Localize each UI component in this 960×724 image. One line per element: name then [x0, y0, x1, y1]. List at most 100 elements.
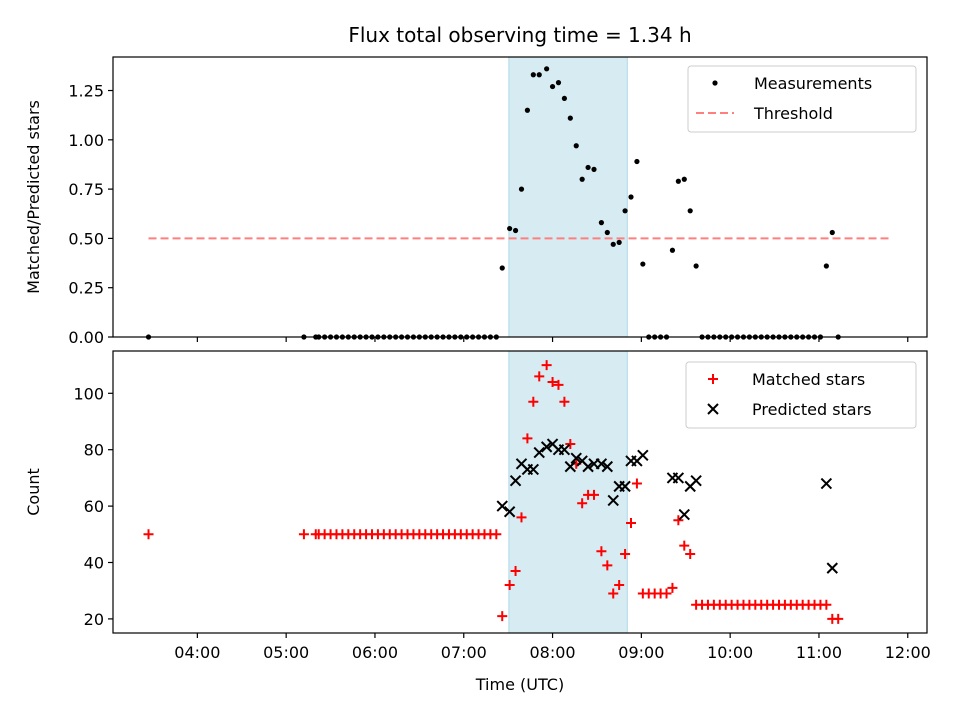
legend-label: Matched stars	[752, 370, 865, 389]
data-point	[614, 580, 625, 591]
y-tick-label: 100	[73, 384, 104, 403]
series-matched-stars	[143, 360, 844, 624]
x-tick-label: 11:00	[796, 643, 842, 662]
y-tick-label: 0.75	[68, 180, 104, 199]
y-tick-label: 40	[84, 554, 104, 573]
data-point	[595, 458, 608, 470]
legend-label: Predicted stars	[752, 400, 872, 419]
highlight-span	[508, 56, 628, 338]
x-tick-label: 04:00	[174, 643, 220, 662]
data-point	[823, 263, 829, 269]
data-point	[582, 460, 594, 473]
data-point	[564, 460, 577, 473]
data-point	[573, 143, 579, 149]
data-point	[510, 565, 521, 576]
y-tick-label: 1.25	[68, 82, 104, 101]
data-point	[528, 396, 539, 407]
data-point	[687, 208, 693, 214]
data-point	[577, 498, 588, 509]
data-point	[598, 220, 605, 226]
legend-label: Measurements	[754, 74, 872, 93]
data-point	[596, 546, 607, 557]
legend-label: Threshold	[753, 104, 833, 123]
legend-dot-swatch	[712, 80, 718, 86]
data-point	[549, 83, 556, 90]
data-point	[628, 194, 634, 200]
data-point	[604, 229, 610, 236]
y-axis-label: Matched/Predicted stars	[24, 100, 43, 294]
measurements-panel: 0.00 0.25 0.50 0.75 1.00 1.25 Matched/Predicte…	[24, 56, 928, 347]
data-point	[619, 480, 631, 493]
data-point	[640, 261, 646, 267]
data-point	[536, 72, 542, 78]
x-axis-label: Time (UTC)	[475, 675, 564, 694]
data-point	[616, 239, 622, 245]
data-point	[669, 247, 676, 253]
y-tick-label: 0.00	[68, 328, 104, 347]
plot-frame	[112, 350, 928, 634]
data-point	[558, 443, 571, 456]
data-point	[570, 452, 582, 464]
data-point	[522, 433, 533, 444]
data-point	[561, 95, 568, 102]
data-point	[681, 176, 687, 182]
legend-box	[685, 361, 917, 429]
data-point	[497, 611, 508, 622]
data-point	[672, 472, 685, 484]
data-point	[579, 176, 585, 182]
data-point	[631, 478, 642, 489]
x-tick-label: 10:00	[707, 643, 753, 662]
data-point	[499, 265, 505, 271]
data-point	[693, 263, 699, 269]
legend: Measurements Threshold	[687, 65, 917, 133]
data-point	[675, 178, 681, 184]
highlight-span	[508, 350, 628, 634]
data-point	[673, 515, 684, 526]
data-point	[622, 208, 628, 214]
x-tick-label: 07:00	[441, 643, 487, 662]
data-point	[585, 164, 591, 171]
y-tick-label: 20	[84, 610, 104, 629]
data-point	[634, 158, 640, 165]
data-point	[608, 588, 619, 599]
data-point	[591, 166, 597, 172]
data-point	[820, 477, 833, 490]
legend: Matched stars Predicted stars	[685, 361, 917, 429]
data-point	[524, 107, 531, 113]
data-point	[509, 475, 522, 487]
legend-box	[687, 65, 917, 133]
counts-panel: 20 40 60 80 100 04:00 05:00 06:00 07:00 08:00 09:0…	[24, 350, 931, 662]
data-point	[518, 186, 525, 192]
data-point	[541, 360, 552, 371]
y-tick-label: 0.25	[68, 279, 104, 298]
x-tick-label: 05:00	[263, 643, 309, 662]
data-point	[829, 229, 835, 236]
data-point	[491, 529, 502, 540]
data-point	[504, 580, 515, 591]
data-point	[678, 508, 690, 521]
legend-plus-swatch	[708, 374, 718, 384]
data-point	[507, 225, 513, 232]
data-point	[567, 115, 573, 121]
data-point	[620, 549, 631, 560]
data-point	[833, 613, 844, 624]
data-point	[544, 66, 550, 72]
data-point	[516, 512, 527, 523]
y-tick-label: 1.00	[68, 131, 104, 150]
data-point	[685, 549, 696, 560]
y-axis-label: Count	[24, 468, 43, 516]
data-point	[626, 518, 636, 529]
data-point	[298, 529, 309, 540]
data-point	[547, 377, 558, 388]
data-point	[530, 72, 536, 78]
data-point	[559, 396, 570, 407]
x-tick-label: 09:00	[618, 643, 664, 662]
data-point	[610, 241, 616, 247]
y-tick-label: 0.50	[68, 229, 104, 248]
chart-title: Flux total observing time = 1.34 h	[348, 23, 691, 47]
data-point	[533, 446, 545, 459]
y-tick-label: 60	[84, 497, 104, 516]
data-point	[821, 599, 832, 610]
data-point	[601, 460, 614, 473]
